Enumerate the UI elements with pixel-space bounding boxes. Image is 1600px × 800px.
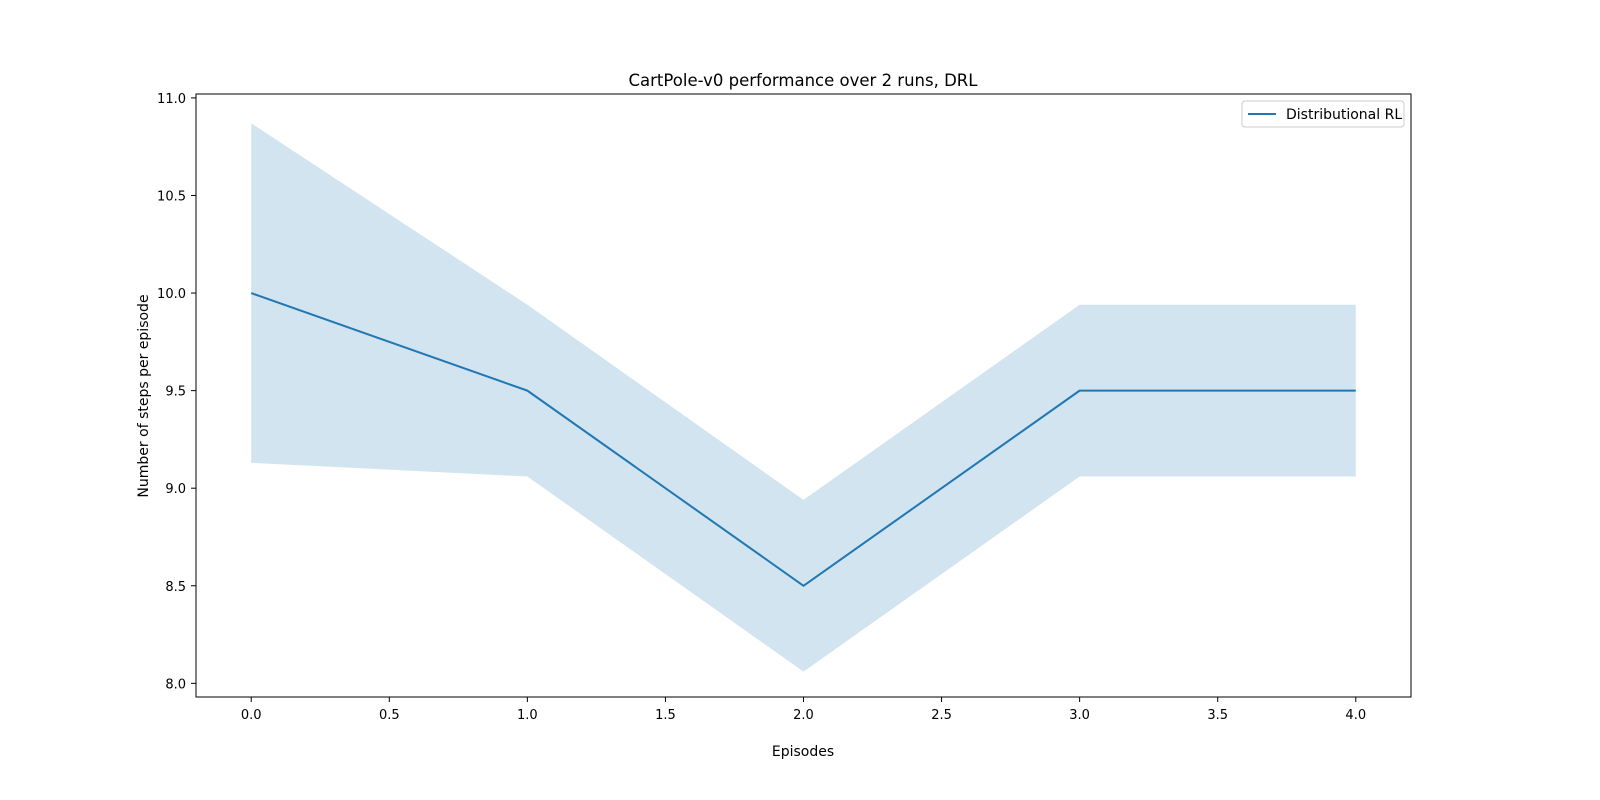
x-tick-label: 0.0 xyxy=(241,708,262,723)
x-tick-label: 1.5 xyxy=(655,708,676,723)
axes-frame xyxy=(195,93,1412,698)
y-tick-label: 8.0 xyxy=(165,677,186,692)
x-axis-label: Episodes xyxy=(772,744,834,760)
y-tick-label: 9.5 xyxy=(165,385,186,400)
x-tick-label: 3.5 xyxy=(1207,708,1228,723)
series-0-line xyxy=(250,292,1356,587)
y-axis-ticks: 8.0 8.5 9.0 9.5 10.0 10.5 11.0 xyxy=(157,92,196,692)
plot-area xyxy=(250,123,1356,672)
x-tick-label: 4.0 xyxy=(1345,708,1366,723)
legend-box xyxy=(1241,100,1405,128)
y-tick-label: 8.5 xyxy=(165,580,186,595)
x-tick-label: 1.0 xyxy=(517,708,538,723)
y-tick-label: 9.0 xyxy=(165,482,186,497)
series-0-confidence-band xyxy=(251,123,1356,672)
legend: Distributional RL xyxy=(1241,100,1405,128)
x-tick-label: 2.0 xyxy=(793,708,814,723)
x-tick-label: 2.5 xyxy=(931,708,952,723)
y-tick-label: 11.0 xyxy=(157,92,186,107)
legend-label: Distributional RL xyxy=(1286,107,1402,123)
y-tick-label: 10.5 xyxy=(157,189,186,204)
x-tick-label: 0.5 xyxy=(379,708,400,723)
x-axis-ticks: 0.0 0.5 1.0 1.5 2.0 2.5 3.0 3.5 4.0 xyxy=(241,697,1366,723)
y-tick-label: 10.0 xyxy=(157,287,186,302)
y-axis-label: Number of steps per episode xyxy=(136,294,152,497)
x-tick-label: 3.0 xyxy=(1069,708,1090,723)
chart-title: CartPole-v0 performance over 2 runs, DRL xyxy=(629,71,979,90)
